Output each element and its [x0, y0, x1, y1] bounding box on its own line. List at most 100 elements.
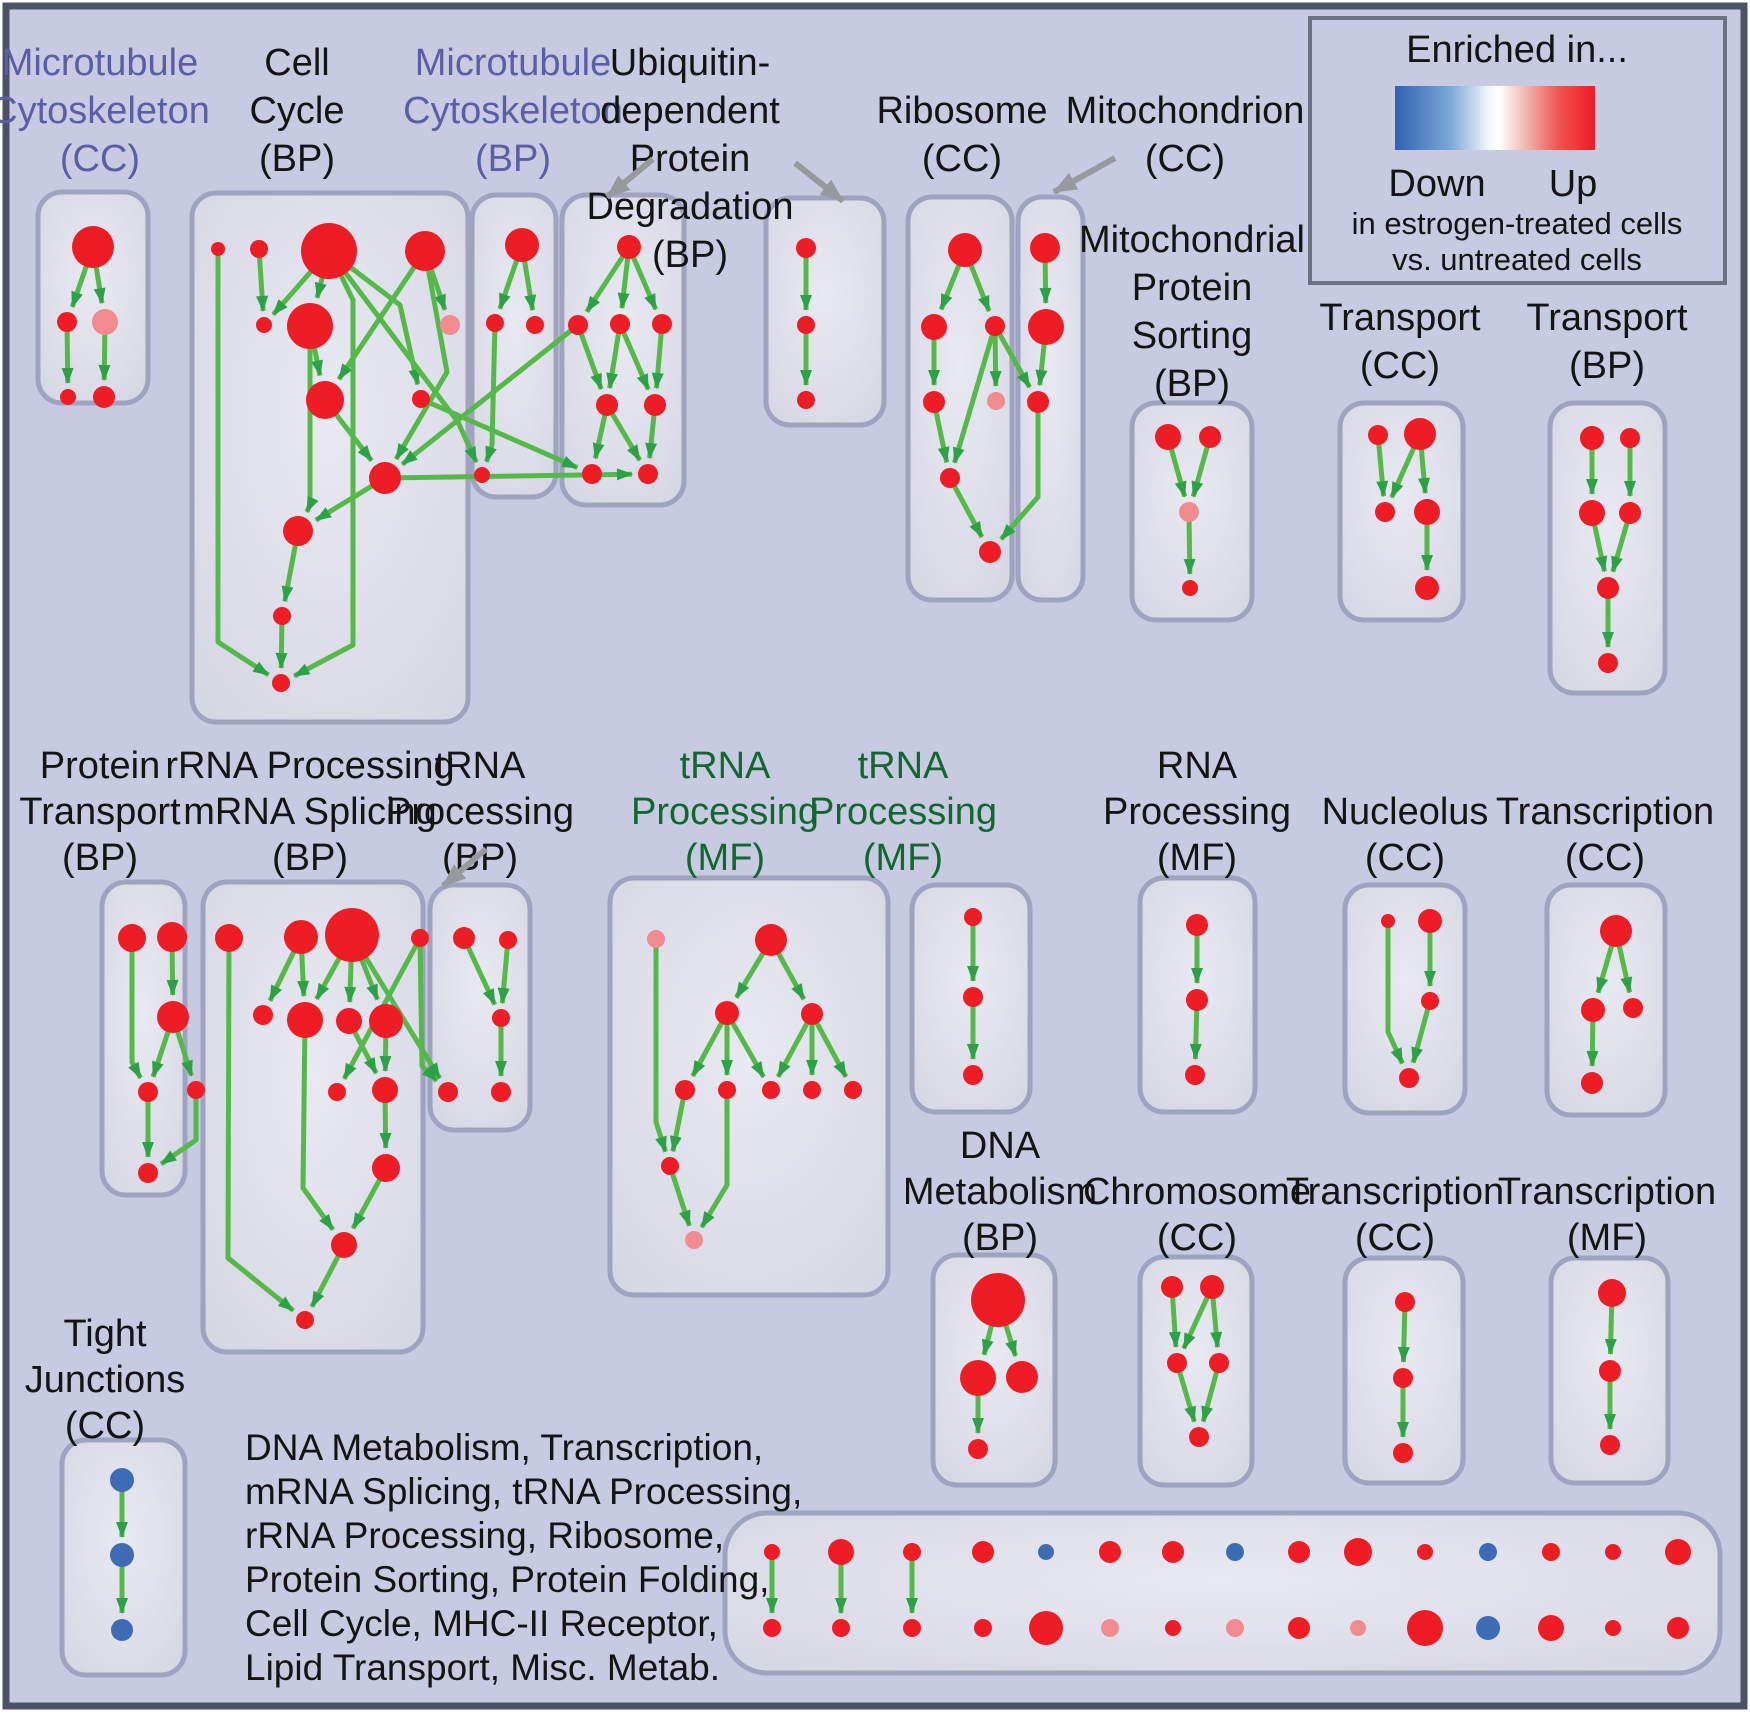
cluster-label-line: Transport	[19, 791, 181, 833]
cluster-box-microtubule-cytoskeleton-cc	[35, 189, 151, 406]
edge-chromosome-cc	[1200, 1362, 1222, 1423]
go-term-node	[157, 1001, 189, 1033]
misc-caption-line: Lipid Transport, Misc. Metab.	[245, 1647, 720, 1688]
go-term-node	[923, 391, 945, 413]
go-term-node	[1599, 1360, 1621, 1382]
go-term-node	[1186, 914, 1208, 936]
cluster-box-nuclear-transport-cc	[1337, 400, 1466, 623]
go-term-node	[685, 1231, 703, 1249]
go-term-node	[1179, 502, 1199, 522]
go-term-node	[440, 315, 460, 335]
cluster-label-microtubule-cytoskeleton-bp: Microtubule Cytoskeleton (BP)	[403, 42, 623, 180]
go-term-node	[272, 674, 290, 692]
cluster-label-line: Cell	[264, 42, 329, 84]
layer-text: Microtubule Cytoskeleton (CC) Cell Cycle (BP)…	[0, 16, 1727, 1688]
cluster-label-line: Sorting	[1132, 315, 1252, 357]
cluster-label-line: Cycle	[249, 90, 344, 132]
cluster-label-line: (BP)	[962, 1217, 1038, 1259]
go-term-node	[1200, 1275, 1224, 1299]
go-term-node	[1665, 1539, 1691, 1565]
go-term-node	[474, 467, 490, 483]
cluster-box-ubiquitin-degradation-bp-2	[763, 195, 887, 428]
edge-cell-cycle	[393, 250, 450, 461]
go-term-node	[1667, 1617, 1689, 1639]
go-term-node	[138, 1163, 158, 1183]
go-term-node	[1209, 1353, 1229, 1373]
cluster-box-transcription-cc-row2	[1544, 882, 1668, 1118]
cross-edge	[992, 324, 1032, 389]
edge-nuclear-transport-cc	[1375, 434, 1389, 498]
go-term-node	[797, 316, 815, 334]
go-term-node	[1029, 1611, 1063, 1645]
edge-ubiquitin-degradation-bp	[575, 324, 604, 390]
cluster-label-trna-processing-mf-1: tRNA Processing (MF)	[631, 745, 819, 879]
go-term-node	[1199, 426, 1221, 448]
cluster-label-chromosome-cc: Chromosome (CC)	[1083, 1171, 1311, 1259]
go-term-node	[138, 1082, 158, 1102]
go-term-node	[486, 314, 504, 332]
go-term-node	[1600, 1435, 1620, 1455]
go-term-node	[1288, 1541, 1310, 1563]
go-term-node	[306, 381, 344, 419]
go-term-node	[1186, 989, 1208, 1011]
cluster-label-line: tRNA	[680, 745, 771, 787]
go-term-node	[796, 238, 816, 258]
go-term-node	[1598, 1279, 1626, 1307]
go-term-node	[1393, 1443, 1413, 1463]
cluster-label-line: Chromosome	[1083, 1171, 1311, 1213]
go-term-node	[1404, 418, 1436, 450]
cluster-label-line: (BP)	[475, 138, 551, 180]
go-term-node	[328, 1083, 346, 1101]
cluster-label-transcription-cc-row3: Transcription (CC)	[1286, 1171, 1504, 1259]
cluster-label-line: Ribosome	[876, 90, 1047, 132]
go-term-node	[1393, 1368, 1413, 1388]
go-term-node	[764, 1544, 780, 1560]
edge-ribosome-cc	[947, 476, 985, 539]
cluster-label-line: Microtubule	[415, 42, 611, 84]
go-term-node	[1101, 1619, 1119, 1637]
go-term-node	[491, 1082, 511, 1102]
go-term-node	[661, 1157, 679, 1175]
go-term-node	[93, 386, 115, 408]
edge-trna-processing-mf-1	[724, 1011, 766, 1079]
go-term-node	[801, 1003, 823, 1025]
go-term-node	[974, 1619, 992, 1637]
go-term-node	[331, 1232, 357, 1258]
cluster-label-line: (CC)	[922, 138, 1002, 180]
edge-rrna-processing-mrna-splicing-bp	[300, 1019, 335, 1232]
cluster-box-protein-transport-bp	[99, 879, 188, 1198]
edge-ribosome-cc	[989, 325, 1002, 387]
edge-protein-transport-bp	[159, 1090, 199, 1166]
go-term-node	[844, 1081, 862, 1099]
go-term-node	[596, 394, 618, 416]
go-term-node	[803, 1081, 821, 1099]
go-term-node	[715, 1001, 739, 1025]
cluster-label-line: Degradation	[586, 186, 793, 228]
go-term-node	[1623, 998, 1643, 1018]
go-term-node	[968, 1439, 988, 1459]
go-term-node	[250, 240, 268, 258]
go-term-node	[369, 1004, 403, 1038]
cluster-label-line: DNA	[960, 1125, 1041, 1167]
go-term-node	[118, 924, 146, 952]
go-term-node	[1038, 1544, 1054, 1560]
cluster-label-line: Mitochondrial	[1079, 219, 1305, 261]
go-term-node	[284, 920, 318, 954]
go-term-node	[72, 226, 114, 268]
edge-mitochondrial-protein-sorting-bp	[1183, 511, 1196, 575]
edge-trna-processing-bp	[497, 939, 511, 1005]
edge-cell-cycle	[215, 249, 270, 677]
go-term-node	[1185, 1065, 1205, 1085]
go-term-node	[1407, 1610, 1443, 1646]
cross-edge	[327, 249, 479, 464]
cluster-label-mitochondrial-protein-sorting-bp: Mitochondrial Protein Sorting (BP)	[1079, 219, 1305, 405]
go-term-node	[1605, 1620, 1621, 1636]
go-term-node	[1161, 1276, 1183, 1298]
cluster-label-line: Processing	[386, 791, 574, 833]
go-term-node	[1579, 500, 1605, 526]
cluster-label-line: Transcription	[1496, 791, 1714, 833]
go-term-node	[110, 1468, 134, 1492]
cluster-label-line: Protein	[630, 138, 750, 180]
legend-up-label: Up	[1549, 163, 1598, 205]
